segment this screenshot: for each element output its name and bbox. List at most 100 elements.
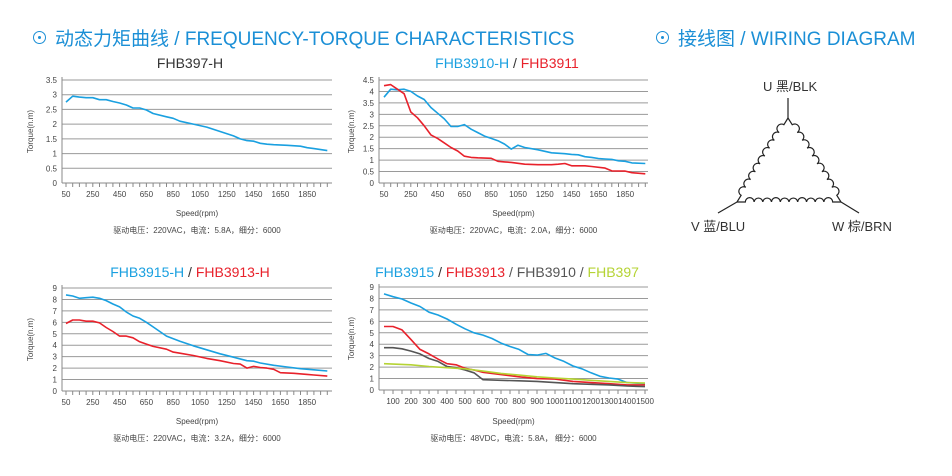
y-tick-label: 2	[53, 120, 58, 129]
x-tick-label: 1450	[563, 190, 581, 199]
chart-caption: 驱动电压：220VAC，电流：2.0A，细分：6000	[430, 225, 598, 235]
y-tick-label: 3.5	[363, 99, 375, 108]
chart-title-part: /	[434, 264, 446, 280]
chart-title-part: FHB3915	[375, 264, 434, 280]
coil	[737, 197, 841, 203]
chart-title-part: / FHB3910 /	[505, 264, 587, 280]
y-tick-label: 3	[370, 352, 375, 361]
y-tick-label: 4	[370, 87, 375, 96]
x-tick-label: 400	[440, 397, 454, 406]
terminal-v-lead	[717, 201, 738, 214]
x-axis-label: Speed(rpm)	[176, 417, 219, 426]
x-tick-label: 1300	[600, 397, 618, 406]
chart-title-part: FHB397	[588, 264, 640, 280]
y-tick-label: 8	[370, 294, 375, 303]
y-tick-label: 9	[370, 283, 375, 292]
chart-title-part: /	[509, 55, 521, 71]
x-tick-label: 250	[86, 398, 100, 407]
torque-section-title: 动态力矩曲线 / FREQUENCY-TORQUE CHARACTERISTIC…	[55, 29, 575, 50]
x-tick-label: 50	[62, 398, 71, 407]
y-tick-label: 0	[53, 387, 58, 396]
y-tick-label: 4.5	[363, 76, 375, 85]
coil	[787, 117, 842, 203]
terminal-w-lead	[840, 201, 860, 214]
terminal-u-label: U 黑/BLK	[763, 79, 818, 94]
x-axis-label: Speed(rpm)	[176, 209, 219, 218]
y-tick-label: 1	[370, 156, 375, 165]
y-tick-label: 3	[53, 91, 58, 100]
y-tick-label: 0	[370, 179, 375, 188]
x-tick-label: 650	[140, 190, 154, 199]
chart-title-part: FHB3910-H	[435, 55, 509, 71]
chart-caption: 驱动电压：220VAC，电流：5.8A，细分：6000	[113, 225, 281, 235]
chart-title-part: /	[184, 264, 196, 280]
series-line-fhb3915	[383, 293, 646, 385]
chart-title: FHB3915 / FHB3913 / FHB3910 / FHB397	[375, 264, 639, 280]
series-line-fhb3913-h	[65, 319, 328, 377]
y-tick-label: 4	[370, 340, 375, 349]
y-tick-label: 9	[53, 284, 58, 293]
x-axis-label: Speed(rpm)	[492, 417, 535, 426]
y-tick-label: 6	[370, 317, 375, 326]
chart-3: FHB3915-H / FHB3913-H 0 1 2 3 4 5 6 7 8 9 50 250 450 6…	[26, 264, 332, 443]
y-tick-label: 2	[370, 133, 375, 142]
x-tick-label: 1500	[636, 397, 654, 406]
x-tick-label: 1050	[509, 190, 527, 199]
x-tick-label: 600	[476, 397, 490, 406]
chart-4: FHB3915 / FHB3913 / FHB3910 / FHB397 0 1 2 3…	[347, 264, 654, 443]
x-tick-label: 1100	[564, 397, 582, 406]
y-tick-label: 0	[370, 386, 375, 395]
circle-dot-icon	[33, 31, 46, 44]
x-tick-label: 850	[485, 190, 499, 199]
y-tick-label: 3.5	[46, 76, 58, 85]
chart-title: FHB397-H	[157, 55, 223, 71]
torque-section-header: 动态力矩曲线 / FREQUENCY-TORQUE CHARACTERISTIC…	[33, 24, 574, 51]
x-tick-label: 1650	[272, 190, 290, 199]
y-tick-label: 2.5	[363, 122, 375, 131]
x-tick-label: 1850	[298, 398, 316, 407]
y-tick-label: 0.5	[363, 168, 375, 177]
x-tick-label: 1200	[582, 397, 600, 406]
x-tick-label: 1850	[616, 190, 634, 199]
x-tick-label: 200	[404, 397, 418, 406]
x-tick-label: 500	[458, 397, 472, 406]
y-tick-label: 0	[53, 179, 58, 188]
chart-caption: 驱动电压：220VAC，电流：3.2A，细分：6000	[113, 433, 281, 443]
series-line-fhb397-h	[65, 95, 328, 152]
x-tick-label: 50	[62, 190, 71, 199]
wiring-section-title: 接线图 / WIRING DIAGRAM	[678, 29, 916, 50]
x-tick-label: 1050	[191, 398, 209, 407]
chart-title: FHB3915-H / FHB3913-H	[110, 264, 270, 280]
y-tick-label: 0.5	[46, 164, 58, 173]
x-tick-label: 1450	[245, 398, 263, 407]
x-tick-label: 1450	[245, 190, 263, 199]
y-tick-label: 1	[53, 150, 58, 159]
y-tick-label: 1.5	[363, 145, 375, 154]
y-axis-label: Torque(n.m)	[26, 318, 35, 361]
series-line-fhb3910-h	[383, 88, 646, 165]
x-tick-label: 850	[167, 398, 181, 407]
x-tick-label: 250	[86, 190, 100, 199]
y-tick-label: 7	[53, 307, 58, 316]
chart-1: FHB397-H 0 0.5 1 1.5 2 2.5 3 3.5 50 250 450 650 850 10…	[26, 55, 332, 235]
x-tick-label: 1050	[191, 190, 209, 199]
x-tick-label: 900	[530, 397, 544, 406]
terminal-v-label: V 蓝/BLU	[691, 219, 745, 234]
series-line-fhb397	[383, 362, 646, 384]
y-tick-label: 3	[370, 110, 375, 119]
chart-caption: 驱动电压：48VDC，电流：5.8A， 细分：6000	[430, 433, 597, 443]
x-tick-label: 1250	[218, 190, 236, 199]
series-line-fhb3910	[384, 346, 646, 388]
y-tick-label: 3	[53, 353, 58, 362]
y-tick-label: 4	[53, 341, 58, 350]
coil	[736, 117, 789, 203]
chart-title-part: FHB397-H	[157, 55, 223, 71]
wiring-section-header: 接线图 / WIRING DIAGRAM	[656, 24, 916, 51]
terminal-w-label: W 棕/BRN	[832, 219, 892, 234]
circle-dot-icon	[656, 31, 669, 44]
y-tick-label: 1.5	[46, 135, 58, 144]
x-tick-label: 650	[458, 190, 472, 199]
x-tick-label: 1250	[536, 190, 554, 199]
y-axis-label: Torque(n.m)	[347, 110, 356, 153]
y-tick-label: 8	[53, 295, 58, 304]
